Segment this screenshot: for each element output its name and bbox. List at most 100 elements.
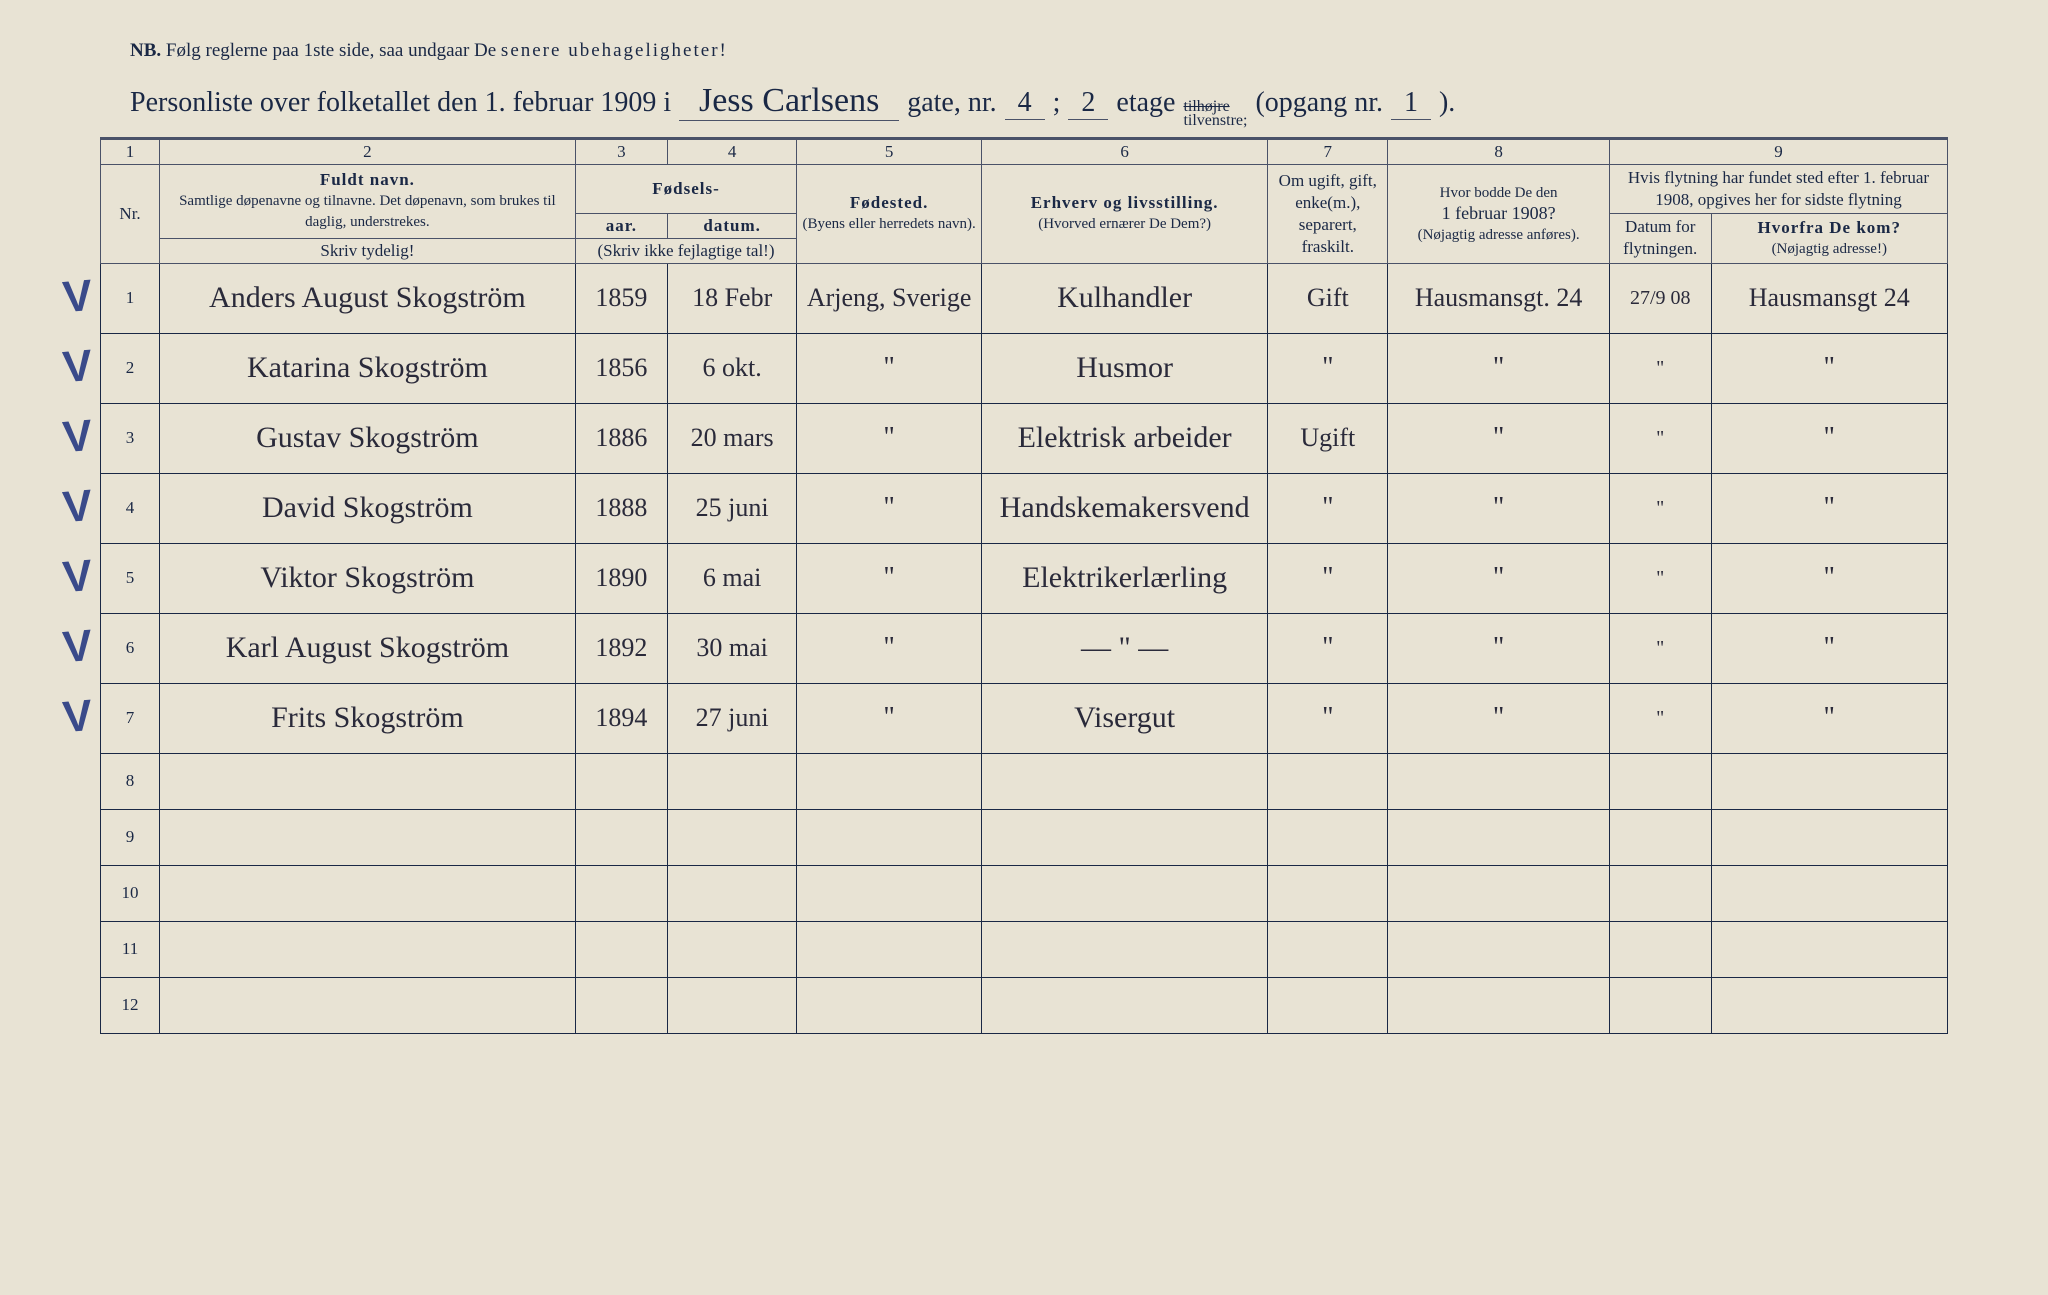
cell-prev-addr: " [1388,333,1610,403]
colnum-6: 6 [981,139,1267,164]
hdr-move-group: Hvis flytning har fundet sted efter 1. f… [1609,164,1947,213]
row-nr: V5 [101,543,160,613]
cell-date: 27 juni [668,683,797,753]
cell-prev-addr: " [1388,543,1610,613]
cell-year: 1859 [575,263,667,333]
title-lead: Personliste over folketallet den 1. febr… [130,87,671,119]
hdr-prev-addr: Hvor bodde De den 1 februar 1908? (Nøjag… [1388,164,1610,263]
checkmark-icon: V [61,691,95,743]
hdr-birth-tiny: (Skriv ikke fejlagtige tal!) [575,238,797,263]
row-nr: 10 [101,865,160,921]
cell-move-from: " [1711,333,1947,403]
table-row: V3Gustav Skogström188620 mars"Elektrisk … [101,403,1948,473]
cell-year: 1894 [575,683,667,753]
floor-label: etage [1116,87,1175,119]
hdr-birth-group: Fødsels- [575,164,797,213]
row-nr: V3 [101,403,160,473]
cell-occupation: Handskemakersvend [981,473,1267,543]
cell-date: 6 mai [668,543,797,613]
cell-birthplace: " [797,473,982,543]
cell-year: 1890 [575,543,667,613]
title-line: Personliste over folketallet den 1. febr… [100,82,1948,129]
cell-date: 18 Febr [668,263,797,333]
cell-move-date: " [1609,403,1711,473]
street-name-hw: Jess Carlsens [679,82,899,121]
cell-marital: Ugift [1268,403,1388,473]
cell-move-date: " [1609,683,1711,753]
checkmark-icon: V [61,481,95,533]
cell-move-date: " [1609,333,1711,403]
row-nr: V7 [101,683,160,753]
cell-move-from: " [1711,473,1947,543]
cell-marital: " [1268,683,1388,753]
title-close: ). [1439,87,1455,119]
table-row: V2Katarina Skogström18566 okt."Husmor"""… [101,333,1948,403]
cell-name: Gustav Skogström [160,403,576,473]
cell-name: David Skogström [160,473,576,543]
cell-move-date: " [1609,543,1711,613]
cell-move-from: " [1711,613,1947,683]
colnum-7: 7 [1268,139,1388,164]
cell-occupation: Husmor [981,333,1267,403]
cell-marital: Gift [1268,263,1388,333]
hdr-name: Fuldt navn. Samtlige døpenavne og tilnav… [160,164,576,238]
colnum-5: 5 [797,139,982,164]
opgang-label: (opgang nr. [1255,87,1383,119]
cell-prev-addr: " [1388,613,1610,683]
cell-name: Anders August Skogström [160,263,576,333]
checkmark-icon: V [61,271,95,323]
cell-birthplace: Arjeng, Sverige [797,263,982,333]
colnum-3: 3 [575,139,667,164]
row-nr: 12 [101,977,160,1033]
cell-prev-addr: " [1388,683,1610,753]
colnum-4: 4 [668,139,797,164]
cell-move-from: " [1711,543,1947,613]
cell-birthplace: " [797,613,982,683]
hdr-nr: Nr. [101,164,160,263]
cell-move-from: Hausmansgt 24 [1711,263,1947,333]
checkmark-icon: V [61,341,95,393]
separator: ; [1053,87,1061,119]
column-number-row: 1 2 3 4 5 6 7 8 9 [101,139,1948,164]
cell-prev-addr: " [1388,403,1610,473]
checkmark-icon: V [61,551,95,603]
cell-birthplace: " [797,683,982,753]
row-nr: V2 [101,333,160,403]
cell-year: 1892 [575,613,667,683]
cell-year: 1888 [575,473,667,543]
cell-occupation: Elektrisk arbeider [981,403,1267,473]
checkmark-icon: V [61,621,95,673]
cell-occupation: Kulhandler [981,263,1267,333]
hdr-birth-year: aar. [575,213,667,238]
gate-nr-hw: 4 [1005,87,1045,120]
hdr-birthplace: Fødested. (Byens eller herredets navn). [797,164,982,263]
cell-year: 1886 [575,403,667,473]
cell-name: Karl August Skogström [160,613,576,683]
cell-date: 20 mars [668,403,797,473]
cell-birthplace: " [797,403,982,473]
cell-name: Viktor Skogström [160,543,576,613]
nb-emphasis: senere ubehageligheter! [501,40,728,61]
census-table: 1 2 3 4 5 6 7 8 9 Nr. Fuldt navn. Samtli… [100,139,1948,1034]
cell-birthplace: " [797,543,982,613]
row-nr: 11 [101,921,160,977]
cell-marital: " [1268,473,1388,543]
cell-move-date: " [1609,473,1711,543]
cell-year: 1856 [575,333,667,403]
cell-move-from: " [1711,403,1947,473]
opgang-nr-hw: 1 [1391,87,1431,120]
cell-date: 30 mai [668,613,797,683]
cell-prev-addr: Hausmansgt. 24 [1388,263,1610,333]
nb-text: Følg reglerne paa 1ste side, saa undgaar… [166,40,496,61]
cell-name: Frits Skogström [160,683,576,753]
hdr-move-date: Datum for flytningen. [1609,213,1711,263]
cell-move-from: " [1711,683,1947,753]
hdr-occupation: Erhverv og livsstilling. (Hvorved ernære… [981,164,1267,263]
cell-move-date: " [1609,613,1711,683]
table-row-empty: 12 [101,977,1948,1033]
row-nr: 9 [101,809,160,865]
row-nr: V6 [101,613,160,683]
cell-occupation: Visergut [981,683,1267,753]
nb-prefix: NB. [130,40,161,61]
cell-occupation: — " — [981,613,1267,683]
